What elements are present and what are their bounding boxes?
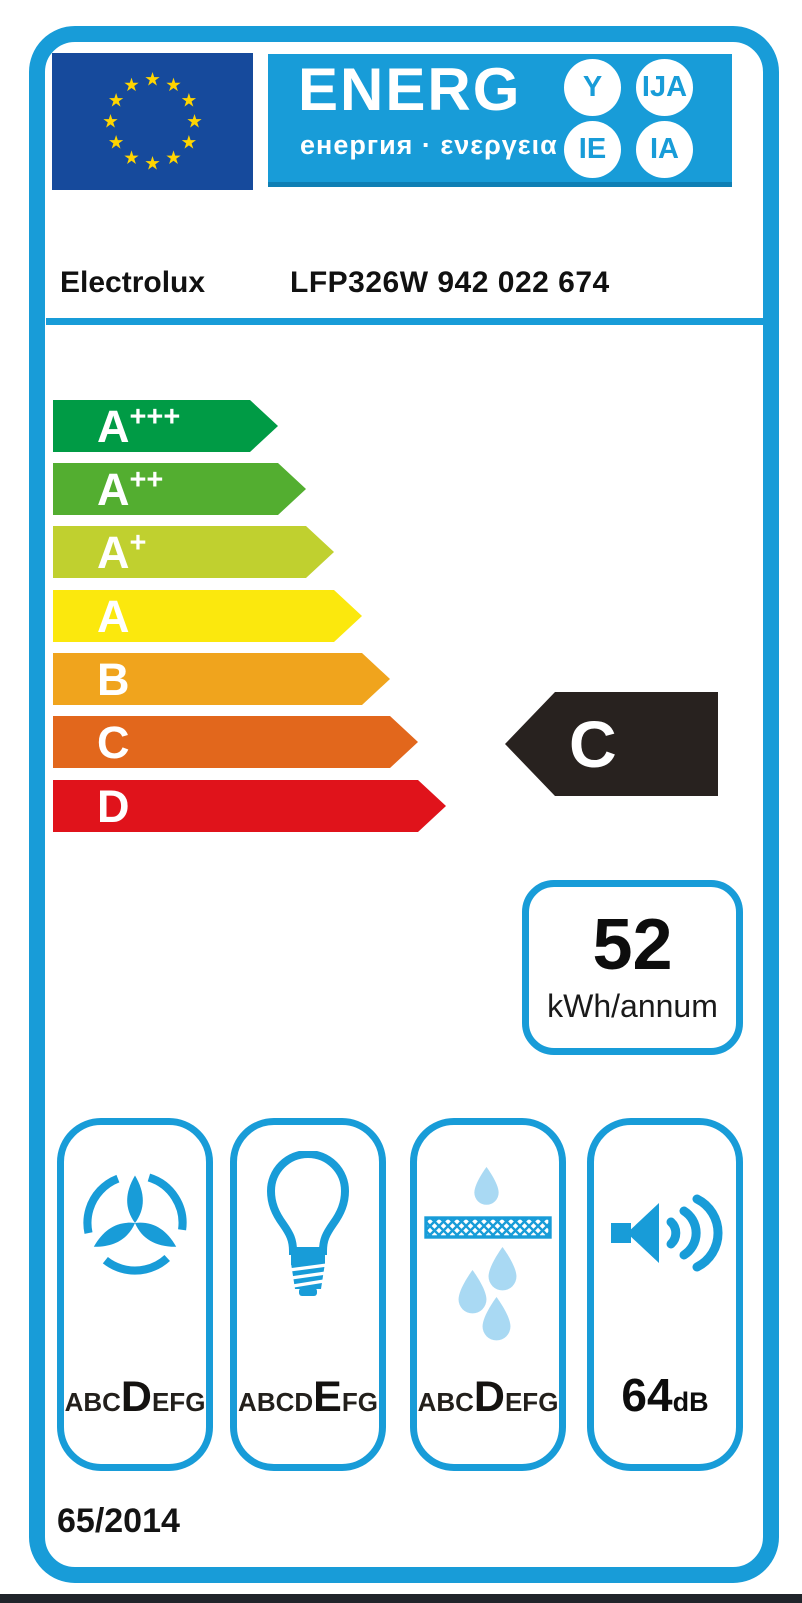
annual-energy-value: 52 (592, 905, 673, 986)
fan-icon (83, 1171, 187, 1275)
brand-name: Electrolux (60, 266, 206, 299)
energ-logo-subtitle: енергия · ενεργεια (300, 130, 558, 160)
noise-unit: dB (672, 1387, 709, 1417)
class-letter: B (97, 653, 130, 705)
class-letter: D (97, 780, 130, 832)
logo-circle-ia-label: IA (650, 133, 679, 165)
rating-letter: D (120, 1373, 152, 1421)
lighting-efficiency-box: ABCDEFG (230, 1118, 386, 1471)
logo-circle-y-label: Y (582, 71, 603, 103)
regulation-number: 65/2014 (57, 1502, 180, 1540)
grease-filtering-rating: ABCDEFG (417, 1373, 559, 1422)
class-plus-suffix: + (129, 526, 147, 559)
rating-letter: E (313, 1373, 342, 1421)
speaker-icon (611, 1194, 723, 1272)
logo-circle-ie: IE (564, 121, 621, 178)
fan-efficiency-rating: ABCDEFG (64, 1373, 206, 1422)
class-letter: A (97, 590, 130, 642)
class-letter: A (97, 526, 130, 578)
class-letter: A (97, 400, 130, 452)
class-letter: A (97, 463, 130, 515)
energy-class-row-a-plus: A + (53, 526, 334, 578)
annual-energy-unit: kWh/annum (547, 988, 718, 1025)
rated-class-letter: C (569, 707, 617, 781)
logo-circle-ia: IA (636, 121, 693, 178)
logo-circle-ija-label: IJA (641, 71, 688, 103)
logo-circle-y: Y (564, 59, 621, 116)
model-number: LFP326W 942 022 674 (290, 266, 610, 299)
eu-stars-icon (103, 72, 202, 170)
bottom-edge-strip (0, 1594, 802, 1603)
eu-flag (52, 53, 253, 190)
header-divider-rule (46, 318, 766, 325)
energ-logo-panel: ENERG енергия · ενεργεια Y IJA IE IA (268, 54, 732, 187)
energy-class-row-a-plus2: A ++ (53, 463, 306, 515)
noise-level-value: 64dB (594, 1368, 736, 1422)
rating-prefix: ABC (64, 1387, 121, 1417)
rating-suffix: FG (341, 1387, 378, 1417)
energy-class-row-a: A (53, 590, 362, 642)
noise-level-box: 64dB (587, 1118, 743, 1471)
rating-prefix: ABC (417, 1387, 474, 1417)
rating-letter: D (473, 1373, 505, 1421)
energy-class-row-b: B (53, 653, 390, 705)
grease-filtering-efficiency-box: ABCDEFG (410, 1118, 566, 1471)
class-letter: C (97, 716, 130, 768)
bulb-icon (266, 1151, 350, 1296)
logo-circle-ija: IJA (636, 59, 693, 116)
energy-class-row-a-plus3: A +++ (53, 400, 278, 452)
grease-filter-icon (424, 1167, 552, 1341)
energy-class-row-d: D (53, 780, 446, 832)
class-plus-suffix: ++ (129, 463, 164, 496)
rating-prefix: ABCD (238, 1387, 314, 1417)
rating-suffix: EFG (151, 1387, 206, 1417)
logo-circle-ie-label: IE (578, 133, 607, 165)
lighting-efficiency-rating: ABCDEFG (237, 1373, 379, 1422)
rated-class-arrow: C (505, 692, 718, 796)
energy-class-row-c: C (53, 716, 418, 768)
energ-logo-text: ENERG (298, 56, 522, 123)
rating-suffix: EFG (504, 1387, 559, 1417)
noise-number: 64 (621, 1369, 673, 1421)
fluid-dynamic-efficiency-box: ABCDEFG (57, 1118, 213, 1471)
annual-energy-consumption-box: 52 kWh/annum (522, 880, 743, 1055)
class-plus-suffix: +++ (129, 400, 181, 433)
